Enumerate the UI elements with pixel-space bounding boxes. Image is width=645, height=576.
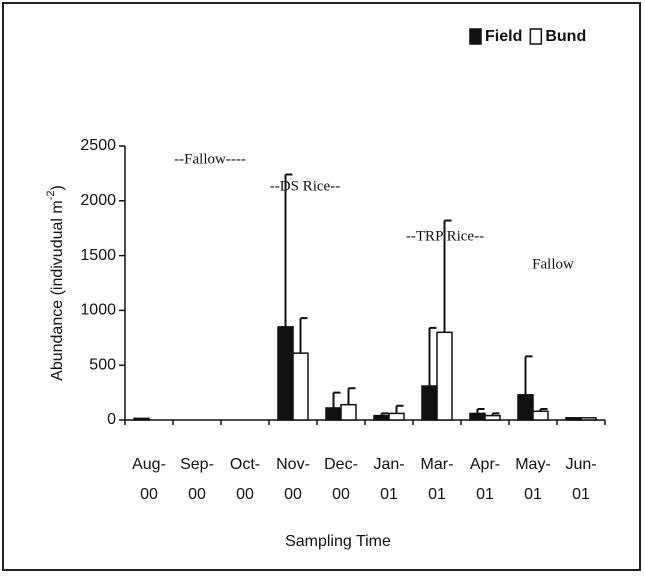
bar	[421, 385, 438, 421]
y-tick-label: 1000	[80, 302, 116, 319]
x-tick-label: Jun-	[565, 456, 596, 473]
annotation: --DS Rice--	[270, 178, 340, 194]
legend-swatch	[529, 28, 543, 45]
x-tick-label: May-	[515, 456, 551, 473]
bar	[277, 326, 294, 421]
bar	[484, 414, 501, 421]
x-tick-label: 01	[524, 486, 542, 503]
legend-label: Field	[485, 28, 522, 45]
x-tick-label: 00	[188, 486, 206, 503]
bar	[565, 417, 582, 421]
y-axis-label-end: )	[49, 185, 66, 190]
x-tick-label: Sep-	[180, 456, 214, 473]
bar	[292, 352, 309, 421]
frame	[2, 2, 641, 571]
error-bar	[539, 408, 548, 412]
x-tick-label: Mar-	[421, 456, 454, 473]
y-axis-label-sup: -2	[45, 190, 57, 200]
annotation: Fallow	[532, 256, 574, 272]
bar	[517, 394, 534, 421]
error-bar	[428, 326, 437, 387]
bar	[532, 410, 549, 421]
x-tick-label: 01	[380, 486, 398, 503]
legend-swatch	[469, 28, 482, 45]
y-tick-label: 2000	[80, 192, 116, 209]
error-bar	[380, 412, 389, 416]
y-tick-label: 1500	[80, 247, 116, 264]
y-tick-label: 500	[89, 356, 116, 373]
y-tick-label: 2500	[80, 137, 116, 154]
y-tick-label: 0	[107, 411, 116, 428]
error-bar	[299, 317, 308, 354]
error-bar	[284, 173, 293, 327]
x-tick-label: 00	[332, 486, 350, 503]
bar	[388, 412, 405, 421]
bar	[133, 417, 150, 421]
x-tick-label: 00	[140, 486, 158, 503]
bar	[469, 412, 486, 421]
error-bar	[524, 355, 533, 395]
x-tick-label: 01	[476, 486, 494, 503]
x-tick-label: Oct-	[230, 456, 260, 473]
error-bar	[347, 387, 356, 405]
x-tick-label: 01	[428, 486, 446, 503]
bar	[373, 414, 390, 421]
annotation: --Fallow----	[174, 151, 246, 167]
x-tick-label: Dec-	[324, 456, 358, 473]
bar	[580, 417, 597, 421]
error-bar	[332, 391, 341, 408]
bar	[436, 331, 453, 421]
error-bar	[476, 408, 485, 414]
bar	[340, 403, 357, 421]
x-tick-label: Jan-	[373, 456, 404, 473]
y-axis-label: Abundance (indivudual m-2)	[45, 185, 66, 381]
y-axis-label-text: Abundance (indivudual m	[49, 200, 66, 381]
x-tick-label: Aug-	[132, 456, 166, 473]
x-tick-label: 00	[284, 486, 302, 503]
error-bar	[395, 404, 404, 414]
legend-label: Bund	[545, 28, 586, 45]
x-axis-label: Sampling Time	[285, 533, 391, 550]
x-tick-label: Apr-	[470, 456, 500, 473]
bar	[325, 407, 342, 421]
error-bar	[443, 219, 452, 333]
x-tick-label: Nov-	[276, 456, 310, 473]
x-tick-label: 01	[572, 486, 590, 503]
x-tick-label: 00	[236, 486, 254, 503]
error-bar	[491, 412, 500, 416]
